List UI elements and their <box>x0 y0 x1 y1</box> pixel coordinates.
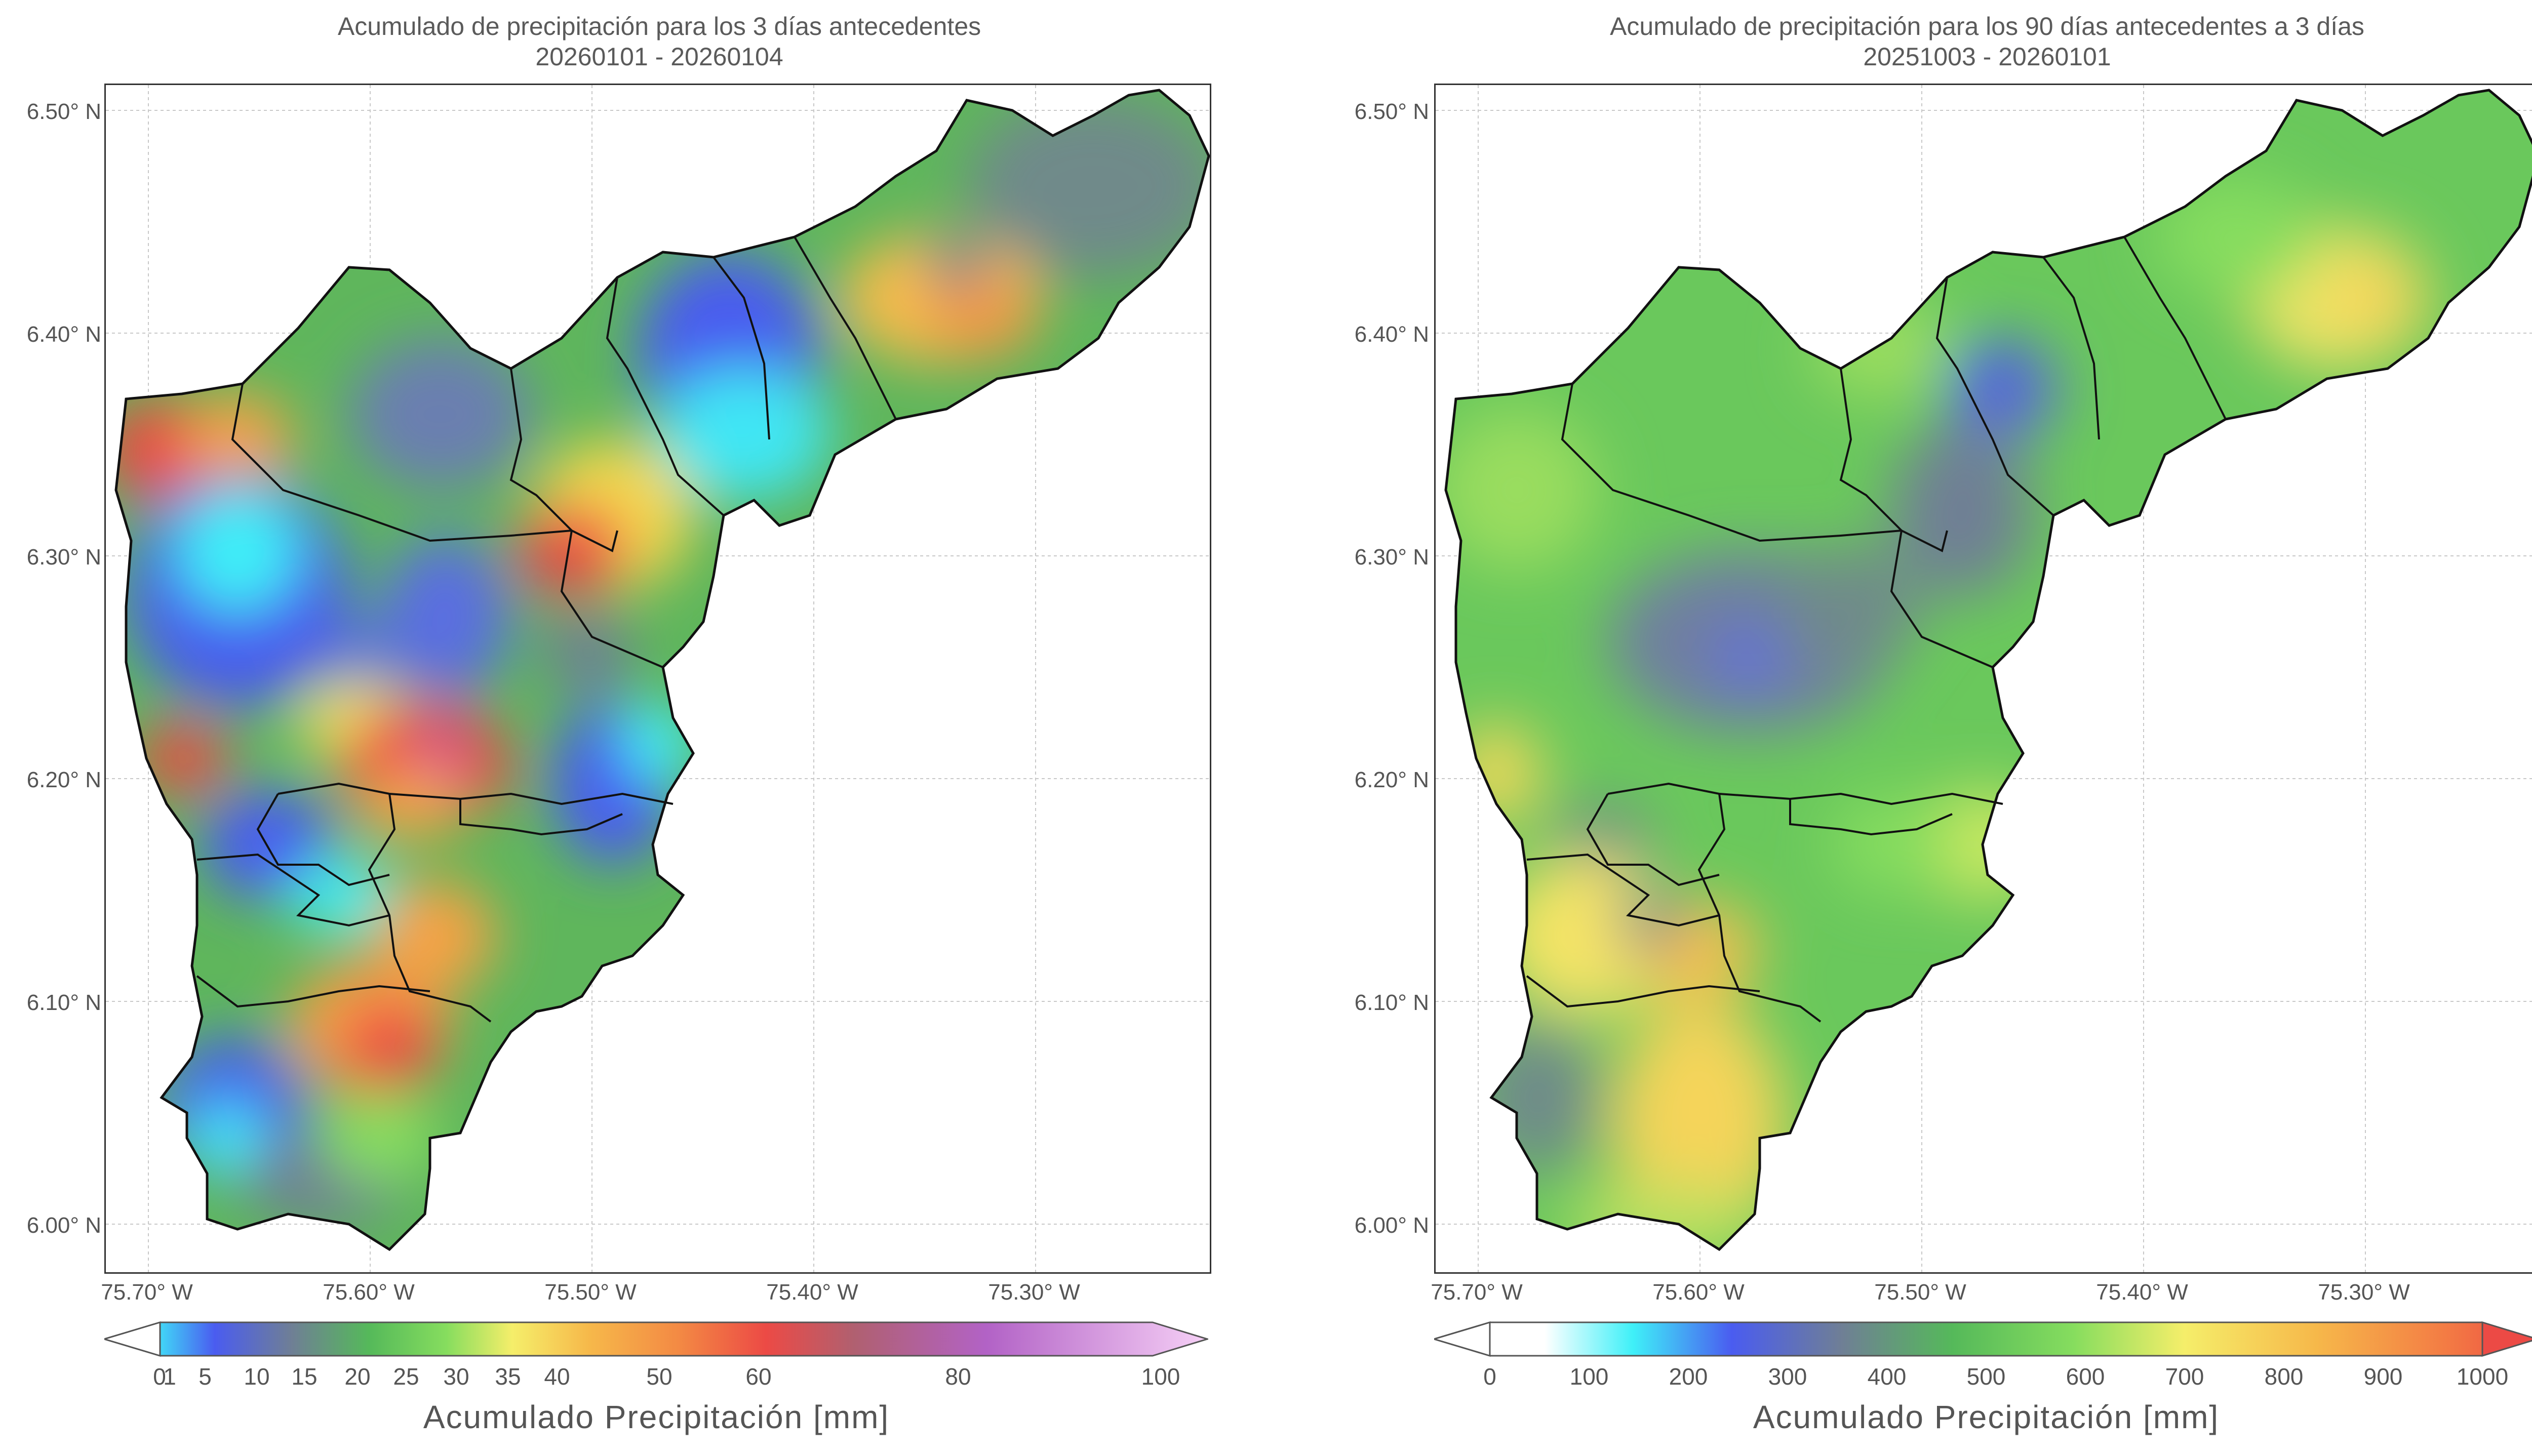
right-map[interactable] <box>1434 84 2532 1274</box>
municipal-boundaries <box>196 236 897 1023</box>
lat-label: 6.30° N <box>1354 545 1429 570</box>
colorbar-tick: 5 <box>199 1363 212 1390</box>
lon-label: 75.50° W <box>1874 1280 1966 1305</box>
lon-label: 75.40° W <box>766 1280 858 1305</box>
left-title-line1: Acumulado de precipitación para los 3 dí… <box>337 12 981 41</box>
colorbar-tick: 500 <box>1966 1363 2006 1390</box>
lon-label: 75.50° W <box>544 1280 637 1305</box>
left-colorbar <box>101 1321 1210 1367</box>
colorbar-tick: 900 <box>2363 1363 2403 1390</box>
left-precip-field <box>116 90 1209 1249</box>
colorbar-tick: 700 <box>2165 1363 2204 1390</box>
colorbar-tick: 80 <box>945 1363 971 1390</box>
colorbar-tick: 1 <box>163 1363 176 1390</box>
colorbar-tick: 600 <box>2066 1363 2105 1390</box>
lat-label: 6.20° N <box>1354 767 1429 792</box>
lon-label: 75.60° W <box>1652 1280 1745 1305</box>
left-title-line2: 20260101 - 20260104 <box>535 43 783 71</box>
lon-label: 75.70° W <box>101 1280 193 1305</box>
colorbar-tick: 0 <box>1483 1363 1496 1390</box>
lon-label: 75.60° W <box>323 1280 415 1305</box>
lat-label: 6.50° N <box>26 99 101 124</box>
colorbar-tick: 20 <box>344 1363 371 1390</box>
lat-label: 6.00° N <box>26 1213 101 1238</box>
lon-label: 75.30° W <box>988 1280 1080 1305</box>
colorbar-tick: 50 <box>646 1363 672 1390</box>
lat-label: 6.00° N <box>1354 1213 1429 1238</box>
lat-label: 6.30° N <box>26 545 101 570</box>
lat-label: 6.50° N <box>1354 99 1429 124</box>
lon-label: 75.40° W <box>2096 1280 2188 1305</box>
right-precip-field <box>1446 90 2532 1249</box>
colorbar-tick: 15 <box>291 1363 318 1390</box>
colorbar-tick: 10 <box>244 1363 270 1390</box>
lon-label: 75.70° W <box>1431 1280 1523 1305</box>
colorbar-tick: 1000 <box>2456 1363 2509 1390</box>
right-title-line1: Acumulado de precipitación para los 90 d… <box>1610 12 2364 41</box>
colorbar-tick: 200 <box>1669 1363 1708 1390</box>
right-map-title: Acumulado de precipitación para los 90 d… <box>1435 11 2532 72</box>
right-panel: Acumulado de precipitación para los 90 d… <box>1277 0 2532 1456</box>
right-title-line2: 20251003 - 20260101 <box>1863 43 2111 71</box>
lat-label: 6.40° N <box>1354 322 1429 347</box>
lon-label: 75.30° W <box>2318 1280 2410 1305</box>
left-colorbar-label: Acumulado Precipitación [mm] <box>423 1399 890 1435</box>
lat-label: 6.10° N <box>26 990 101 1015</box>
right-colorbar-label: Acumulado Precipitación [mm] <box>1753 1399 2220 1435</box>
colorbar-tick: 30 <box>443 1363 469 1390</box>
right-colorbar-svg <box>1431 1321 2532 1357</box>
colorbar-tick: 0 <box>153 1363 166 1390</box>
colorbar-tick: 100 <box>1141 1363 1180 1390</box>
lat-label: 6.40° N <box>26 322 101 347</box>
left-colorbar-svg <box>101 1321 1210 1357</box>
colorbar-tick: 25 <box>393 1363 419 1390</box>
colorbar-tick: 40 <box>544 1363 570 1390</box>
lat-label: 6.20° N <box>26 767 101 792</box>
left-map-svg <box>106 85 1210 1272</box>
colorbar-tick: 35 <box>495 1363 521 1390</box>
colorbar-tick: 800 <box>2264 1363 2304 1390</box>
left-map[interactable] <box>104 84 1211 1274</box>
right-map-svg <box>1436 85 2532 1272</box>
colorbar-tick: 400 <box>1867 1363 1907 1390</box>
lat-label: 6.10° N <box>1354 990 1429 1015</box>
left-panel: Acumulado de precipitación para los 3 dí… <box>26 11 1211 1435</box>
right-colorbar <box>1431 1321 2532 1367</box>
colorbar-tick: 100 <box>1569 1363 1609 1390</box>
colorbar-tick: 300 <box>1768 1363 1807 1390</box>
municipal-boundaries <box>1526 236 2227 1023</box>
colorbar-tick: 60 <box>745 1363 772 1390</box>
left-map-title: Acumulado de precipitación para los 3 dí… <box>107 11 1211 72</box>
